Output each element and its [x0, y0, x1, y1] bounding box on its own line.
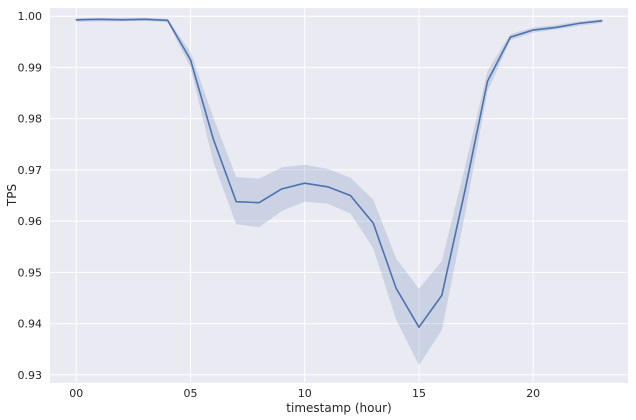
y-axis-label: TPS: [5, 184, 19, 207]
y-tick-label: 0.97: [18, 164, 43, 177]
grid-lines: [50, 8, 628, 383]
x-tick-labels: 00 05 10 15 20: [69, 387, 540, 400]
y-tick-label: 0.98: [18, 113, 43, 126]
x-tick-label: 10: [298, 387, 312, 400]
tps-series-line: [75, 18, 603, 328]
y-tick-label: 0.99: [18, 61, 43, 74]
series-line-group: [75, 18, 603, 328]
x-tick-label: 15: [412, 387, 426, 400]
x-tick-label: 20: [526, 387, 540, 400]
y-tick-label: 1.00: [18, 10, 43, 23]
x-axis-label: timestamp (hour): [286, 401, 391, 415]
y-tick-label: 0.94: [18, 318, 43, 331]
x-tick-label: 05: [184, 387, 198, 400]
y-tick-label: 0.95: [18, 266, 43, 279]
y-tick-label: 0.96: [18, 215, 43, 228]
y-tick-label: 0.93: [18, 369, 43, 382]
x-tick-label: 00: [69, 387, 83, 400]
y-tick-labels: 0.93 0.94 0.95 0.96 0.97 0.98 0.99 1.00: [18, 10, 43, 382]
plot-background: [50, 8, 628, 383]
